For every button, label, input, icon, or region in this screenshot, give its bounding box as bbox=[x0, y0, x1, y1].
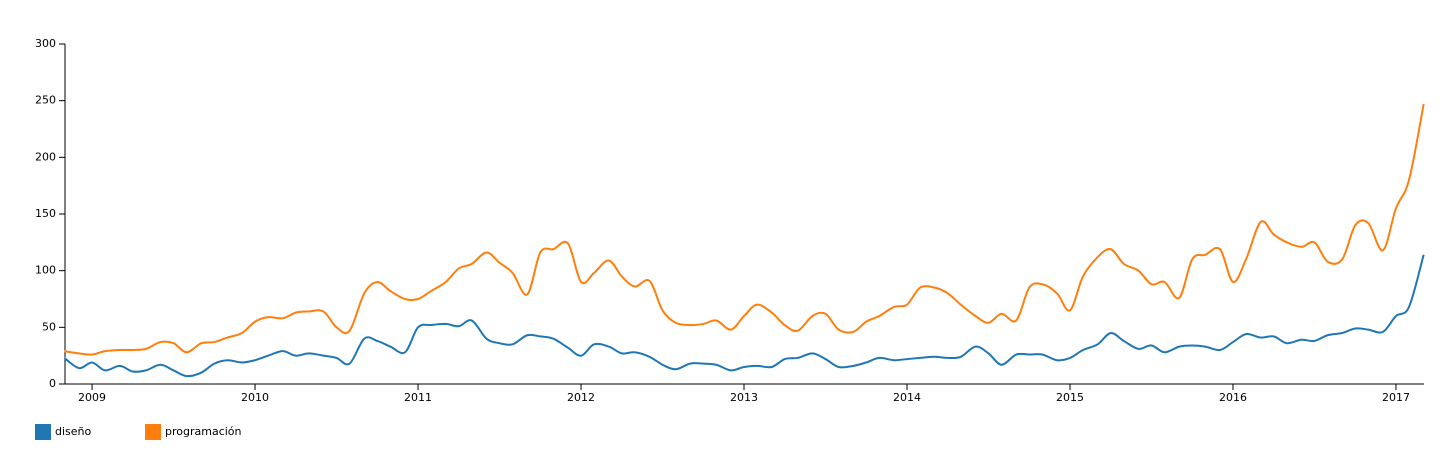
legend-swatch bbox=[145, 424, 161, 440]
legend-swatch bbox=[35, 424, 51, 440]
x-tick-label: 2013 bbox=[730, 391, 758, 404]
x-tick-label: 2011 bbox=[404, 391, 432, 404]
y-tick-label: 250 bbox=[35, 94, 56, 107]
line-series bbox=[64, 103, 1425, 356]
legend-label: diseño bbox=[55, 425, 92, 438]
x-tick-label: 2009 bbox=[78, 391, 106, 404]
y-tick-label: 300 bbox=[35, 37, 56, 50]
x-tick-label: 2016 bbox=[1219, 391, 1247, 404]
y-tick-label: 50 bbox=[42, 320, 56, 333]
x-tick-label: 2014 bbox=[893, 391, 921, 404]
x-tick-label: 2010 bbox=[241, 391, 269, 404]
line-series bbox=[63, 254, 1425, 378]
y-tick-label: 0 bbox=[49, 377, 56, 390]
legend-label: programación bbox=[165, 425, 242, 438]
y-tick-label: 100 bbox=[35, 264, 56, 277]
x-tick-label: 2015 bbox=[1056, 391, 1084, 404]
x-tick-label: 2017 bbox=[1382, 391, 1410, 404]
x-tick-label: 2012 bbox=[567, 391, 595, 404]
y-tick-label: 200 bbox=[35, 150, 56, 163]
y-tick-label: 150 bbox=[35, 207, 56, 220]
